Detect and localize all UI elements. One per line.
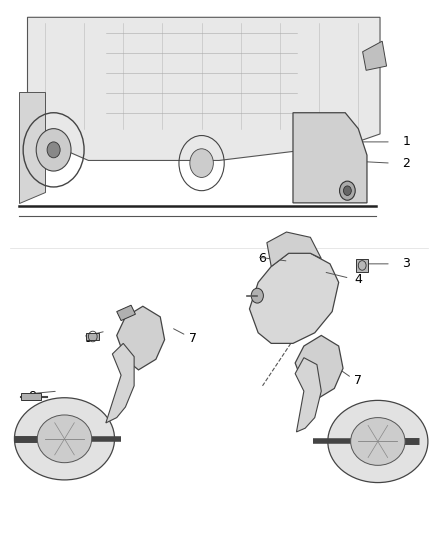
Polygon shape xyxy=(117,305,135,320)
Bar xyxy=(86,333,99,340)
Ellipse shape xyxy=(328,400,428,482)
Circle shape xyxy=(251,288,263,303)
Ellipse shape xyxy=(37,415,92,463)
Circle shape xyxy=(47,142,60,158)
Polygon shape xyxy=(250,253,339,343)
Polygon shape xyxy=(28,17,380,160)
Polygon shape xyxy=(117,306,165,370)
Text: 4: 4 xyxy=(354,273,362,286)
Polygon shape xyxy=(295,335,343,399)
Text: 7: 7 xyxy=(189,332,197,344)
Bar xyxy=(21,393,41,400)
Polygon shape xyxy=(267,232,321,266)
Bar xyxy=(356,259,368,272)
Text: 8: 8 xyxy=(28,390,36,403)
Polygon shape xyxy=(106,343,134,423)
Polygon shape xyxy=(19,92,45,203)
Text: 1: 1 xyxy=(402,135,410,148)
Circle shape xyxy=(339,181,355,200)
Polygon shape xyxy=(293,113,367,203)
Ellipse shape xyxy=(14,398,115,480)
Text: 2: 2 xyxy=(402,157,410,169)
Polygon shape xyxy=(363,41,387,70)
Circle shape xyxy=(343,186,351,196)
Text: 5: 5 xyxy=(280,236,288,249)
Text: 9: 9 xyxy=(85,332,92,344)
Circle shape xyxy=(36,128,71,171)
Text: 6: 6 xyxy=(258,252,266,265)
Text: 3: 3 xyxy=(402,257,410,270)
Circle shape xyxy=(190,149,213,177)
Polygon shape xyxy=(295,358,321,432)
Ellipse shape xyxy=(351,418,405,465)
Text: 7: 7 xyxy=(354,374,362,387)
